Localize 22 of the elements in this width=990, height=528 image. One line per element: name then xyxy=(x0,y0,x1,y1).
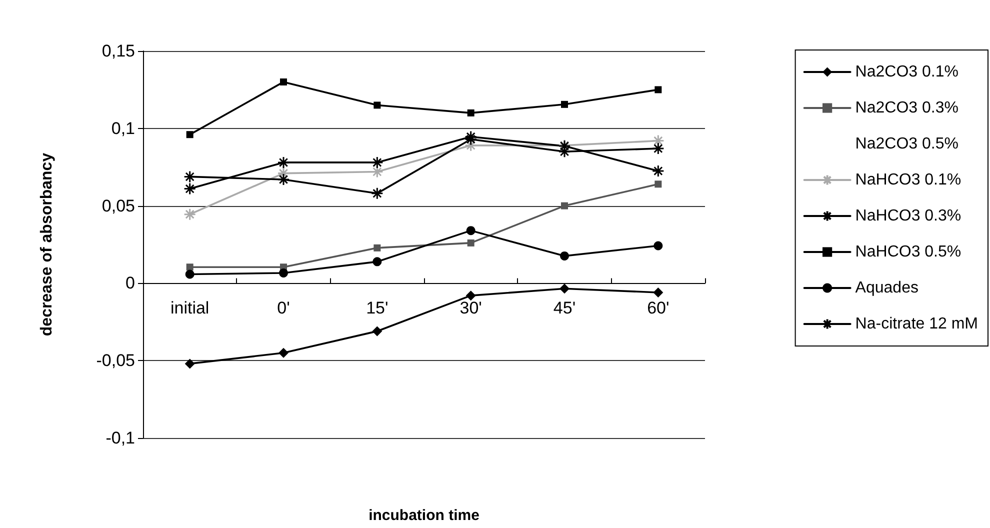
text: Na2CO3 0.5% xyxy=(855,136,958,152)
y-tick-label: 0,1 xyxy=(111,118,135,138)
y-tick-label: 0,05 xyxy=(102,196,135,216)
x-tick-label: 45' xyxy=(553,298,576,318)
legend-label: Na2CO3 0.1% xyxy=(855,64,958,80)
legend-label: Na2CO3 0.3% xyxy=(855,100,958,116)
y-tick-label: -0,1 xyxy=(106,428,135,448)
x-tick-label: 30' xyxy=(460,298,482,318)
legend-label: Aquades xyxy=(855,280,918,296)
y-tick-label: -0,05 xyxy=(96,351,135,370)
y-tick-label: 0,15 xyxy=(102,42,135,60)
x-tick-label: 60' xyxy=(647,298,670,318)
x-axis-title: incubation time xyxy=(368,507,480,524)
y-tick-label: 0 xyxy=(126,274,135,293)
legend-label: NaHCO3 0.3% xyxy=(855,208,962,224)
legend-label: NaHCO3 0.1% xyxy=(855,172,962,188)
x-tick-label: 0' xyxy=(277,298,290,318)
legend-label: Na-citrate 12 mM xyxy=(855,316,978,332)
y-axis-title: decrease of absorbancy xyxy=(38,152,56,336)
x-tick-label: initial xyxy=(170,298,210,318)
x-tick-label: 15' xyxy=(366,298,388,318)
legend-label: NaHCO3 0.5% xyxy=(855,244,962,260)
